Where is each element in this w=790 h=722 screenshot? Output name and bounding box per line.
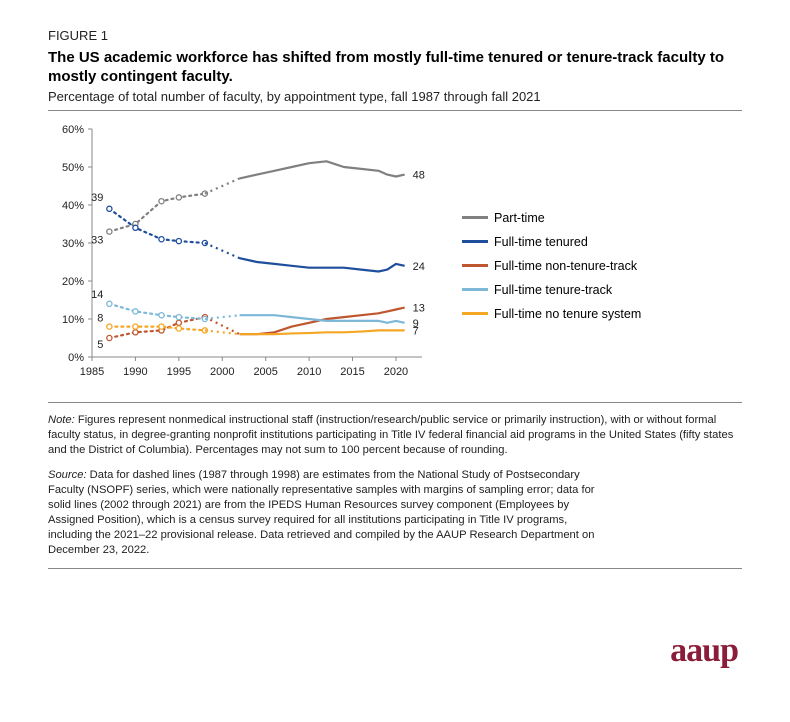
- svg-text:40%: 40%: [62, 200, 84, 212]
- svg-text:1990: 1990: [123, 366, 147, 378]
- svg-text:8: 8: [97, 312, 103, 324]
- legend-swatch: [462, 216, 488, 219]
- divider-top: [48, 110, 742, 111]
- svg-text:1995: 1995: [167, 366, 191, 378]
- svg-text:13: 13: [413, 302, 425, 314]
- svg-text:50%: 50%: [62, 162, 84, 174]
- legend-item-ft_tenure_track: Full-time tenure-track: [462, 283, 641, 297]
- line-chart-svg: 0% 10% 20% 30% 40% 50% 60% 1985 1990 1995 2000 2005…: [48, 121, 448, 391]
- svg-text:2000: 2000: [210, 366, 234, 378]
- legend-label: Part-time: [494, 211, 545, 225]
- figure-label: FIGURE 1: [48, 28, 742, 43]
- svg-text:0%: 0%: [68, 352, 84, 364]
- svg-text:14: 14: [91, 288, 103, 300]
- svg-text:1985: 1985: [80, 366, 104, 378]
- svg-text:30%: 30%: [62, 238, 84, 250]
- svg-text:5: 5: [97, 339, 103, 351]
- legend-swatch: [462, 264, 488, 267]
- divider-mid: [48, 402, 742, 403]
- svg-text:2010: 2010: [297, 366, 321, 378]
- chart-legend: Part-time Full-time tenured Full-time non-…: [462, 211, 641, 331]
- aaup-logo: aaup: [670, 632, 738, 670]
- legend-label: Full-time no tenure system: [494, 307, 641, 321]
- svg-text:2020: 2020: [384, 366, 408, 378]
- figure-title: The US academic workforce has shifted fr…: [48, 49, 742, 87]
- figure-source: Source: Data for dashed lines (1987 thro…: [48, 468, 608, 559]
- legend-swatch: [462, 288, 488, 291]
- legend-label: Full-time non-tenure-track: [494, 259, 637, 273]
- svg-text:2005: 2005: [253, 366, 277, 378]
- svg-text:20%: 20%: [62, 276, 84, 288]
- svg-text:33: 33: [91, 234, 103, 246]
- svg-text:39: 39: [91, 191, 103, 203]
- svg-text:48: 48: [413, 169, 425, 181]
- legend-item-ft_tenured: Full-time tenured: [462, 235, 641, 249]
- svg-text:10%: 10%: [62, 314, 84, 326]
- legend-item-part_time: Part-time: [462, 211, 641, 225]
- legend-label: Full-time tenured: [494, 235, 588, 249]
- legend-item-ft_non_tt: Full-time non-tenure-track: [462, 259, 641, 273]
- legend-label: Full-time tenure-track: [494, 283, 612, 297]
- legend-item-ft_no_tenure: Full-time no tenure system: [462, 307, 641, 321]
- chart-plot: 0% 10% 20% 30% 40% 50% 60% 1985 1990 1995 2000 2005…: [48, 121, 448, 396]
- svg-text:7: 7: [413, 325, 419, 337]
- legend-swatch: [462, 312, 488, 315]
- figure-subtitle: Percentage of total number of faculty, b…: [48, 89, 742, 104]
- svg-text:2015: 2015: [340, 366, 364, 378]
- svg-text:60%: 60%: [62, 124, 84, 136]
- legend-swatch: [462, 240, 488, 243]
- divider-bottom: [48, 568, 742, 569]
- figure-note: Note: Figures represent nonmedical instr…: [48, 413, 742, 458]
- svg-text:24: 24: [413, 260, 425, 272]
